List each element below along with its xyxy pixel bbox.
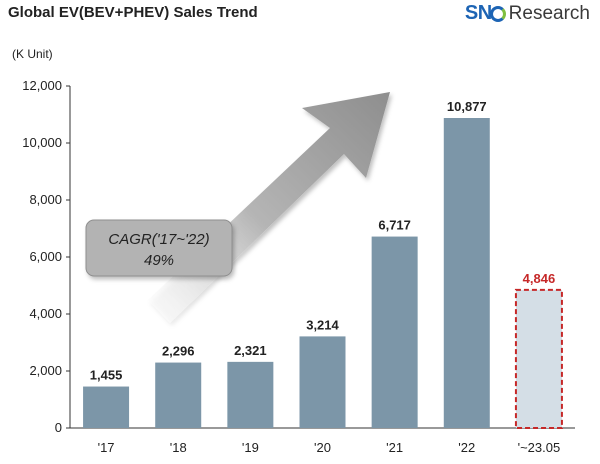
logo-research-text: Research (508, 2, 590, 24)
bar (299, 336, 346, 428)
bar (83, 386, 130, 428)
cagr-box (85, 219, 233, 277)
bar-value-label: 4,846 (523, 271, 556, 286)
x-tick-label: '22 (458, 440, 475, 455)
y-tick-label: 2,000 (29, 363, 62, 378)
bar (443, 118, 490, 429)
chart-bars: 1,455 2,296 2,321 3,214 6,717 10,877 4,846 (83, 99, 563, 429)
x-tick-label: '21 (386, 440, 403, 455)
bar-forecast (514, 288, 563, 429)
bar (227, 361, 274, 428)
y-tick-label: 4,000 (29, 306, 62, 321)
cagr-label: CAGR('17~'22) (108, 231, 209, 248)
growth-arrow (148, 92, 390, 323)
bar-value-label: 3,214 (306, 317, 339, 332)
bar-value-label: 6,717 (378, 218, 411, 233)
cagr-value: 49% (144, 252, 174, 269)
cagr-callout: CAGR('17~'22) 49% (85, 219, 233, 277)
bar (371, 236, 418, 428)
x-tick-label: '19 (242, 440, 259, 455)
sne-research-logo: SN Research (465, 2, 590, 25)
y-tick-label: 10,000 (22, 135, 62, 150)
x-tick-label: '17 (98, 440, 115, 455)
chart-title: Global EV(BEV+PHEV) Sales Trend (8, 4, 258, 21)
y-tick-label: 8,000 (29, 192, 62, 207)
bar-value-label: 10,877 (447, 99, 487, 114)
x-tick-label: '18 (170, 440, 187, 455)
logo-swoosh-icon (489, 5, 506, 22)
bar-value-label: 1,455 (90, 368, 123, 383)
bar-value-label: 2,296 (162, 344, 195, 359)
y-tick-label: 0 (55, 420, 62, 435)
x-tick-label: '~23.05 (518, 440, 561, 455)
bar-value-label: 2,321 (234, 343, 267, 358)
y-tick-label: 12,000 (22, 78, 62, 93)
logo-sn-text: SN (464, 2, 492, 24)
y-axis-unit-label: (K Unit) (12, 47, 53, 61)
bar (155, 362, 202, 428)
x-tick-label: '20 (314, 440, 331, 455)
y-tick-label: 6,000 (29, 249, 62, 264)
